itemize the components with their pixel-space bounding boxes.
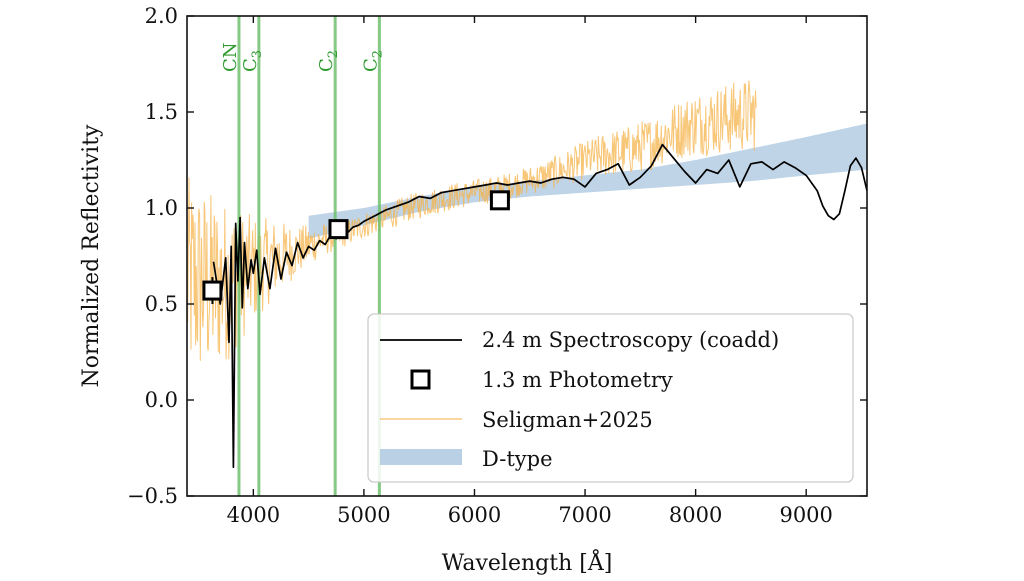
band-label-3: C2 <box>360 50 385 72</box>
x-tick-label-1: 5000 <box>337 503 390 527</box>
legend-label-photometry: 1.3 m Photometry <box>482 368 673 392</box>
y-axis-title: Normalized Reflectivity <box>79 124 104 388</box>
legend-box <box>367 313 854 483</box>
spectroscopy-series <box>212 143 867 469</box>
y-tick-label-0: −0.5 <box>127 484 178 508</box>
legend-swatch-dtype <box>380 449 462 465</box>
photometry-point-0 <box>202 280 223 301</box>
axes-frame <box>186 15 868 497</box>
legend: 2.4 m Spectroscopy (coadd) 1.3 m Photome… <box>367 313 854 483</box>
x-axis-title: Wavelength [Å] <box>442 548 613 576</box>
x-tick-label-0: 4000 <box>227 503 280 527</box>
y-tick-label-4: 1.5 <box>145 100 178 124</box>
x-tick-label-5: 9000 <box>779 503 832 527</box>
band-label-2: C2 <box>316 50 341 72</box>
band-label-1: C3 <box>240 50 265 72</box>
x-tick-label-4: 8000 <box>669 503 722 527</box>
legend-swatch-photometry <box>410 369 431 390</box>
photometry-point-1 <box>328 219 349 240</box>
legend-label-seligman: Seligman+2025 <box>482 408 653 432</box>
y-tick-label-5: 2.0 <box>145 4 178 28</box>
y-tick-label-3: 1.0 <box>145 196 178 220</box>
seligman-2025-series <box>187 80 757 361</box>
axis-ticks: 4000 5000 6000 7000 8000 9000 −0.5 0.0 0.5 1.0 1.5… <box>127 4 867 527</box>
x-tick-label-3: 7000 <box>558 503 611 527</box>
legend-label-dtype: D-type <box>482 447 553 471</box>
x-tick-label-2: 6000 <box>448 503 501 527</box>
legend-label-spectroscopy: 2.4 m Spectroscopy (coadd) <box>482 328 779 352</box>
y-tick-label-1: 0.0 <box>145 388 178 412</box>
band-label-0: CN <box>220 42 241 72</box>
photometry-point-2 <box>489 190 510 211</box>
dtype-band <box>308 123 867 239</box>
y-tick-label-2: 0.5 <box>145 292 178 316</box>
